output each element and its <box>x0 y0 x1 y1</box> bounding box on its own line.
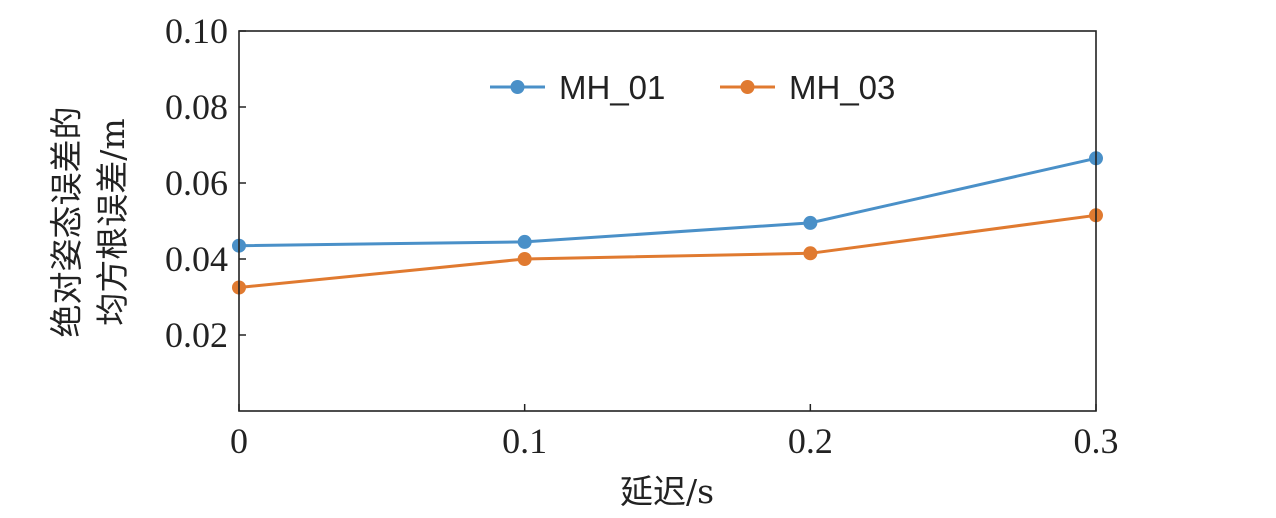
legend-marker <box>510 80 525 94</box>
series-line-mh-01 <box>238 156 1097 248</box>
series-line-mh-03 <box>238 213 1097 289</box>
x-axis-title: 延迟/s <box>620 472 714 511</box>
y-axis-title: 绝对姿态误差的 均方根误差/m <box>47 107 132 338</box>
data-point-mh-03 <box>517 252 532 266</box>
y-tick-label: 0.04 <box>165 239 228 279</box>
legend-label: MH_03 <box>789 69 895 106</box>
data-point-mh-01 <box>517 234 532 249</box>
y-axis-title-line1: 绝对姿态误差的 <box>47 107 86 338</box>
data-point-mh-01 <box>803 215 818 230</box>
plot-frame <box>238 30 1097 412</box>
x-tick-labels: 0 0.1 0.2 0.3 <box>230 404 1119 461</box>
y-tick-label: 0.08 <box>165 87 228 127</box>
series-points <box>232 151 1103 295</box>
x-tick-label: 0.1 <box>502 421 547 461</box>
y-tick-label: 0.10 <box>165 11 228 51</box>
y-tick-label: 0.02 <box>165 315 228 355</box>
x-tick-label: 0 <box>230 421 248 461</box>
data-point-mh-03 <box>803 246 818 261</box>
legend-label: MH_01 <box>559 69 665 106</box>
x-tick-label: 0.3 <box>1074 421 1119 461</box>
legend: MH_01 MH_03 <box>490 69 895 106</box>
series-lines <box>238 156 1097 289</box>
y-axis-title-line2: 均方根误差/m <box>93 118 132 325</box>
y-tick-labels: 0.02 0.04 0.06 0.08 0.10 <box>165 11 246 355</box>
legend-marker <box>740 80 755 94</box>
x-tick-label: 0.2 <box>788 421 833 461</box>
y-tick-label: 0.06 <box>165 163 228 203</box>
